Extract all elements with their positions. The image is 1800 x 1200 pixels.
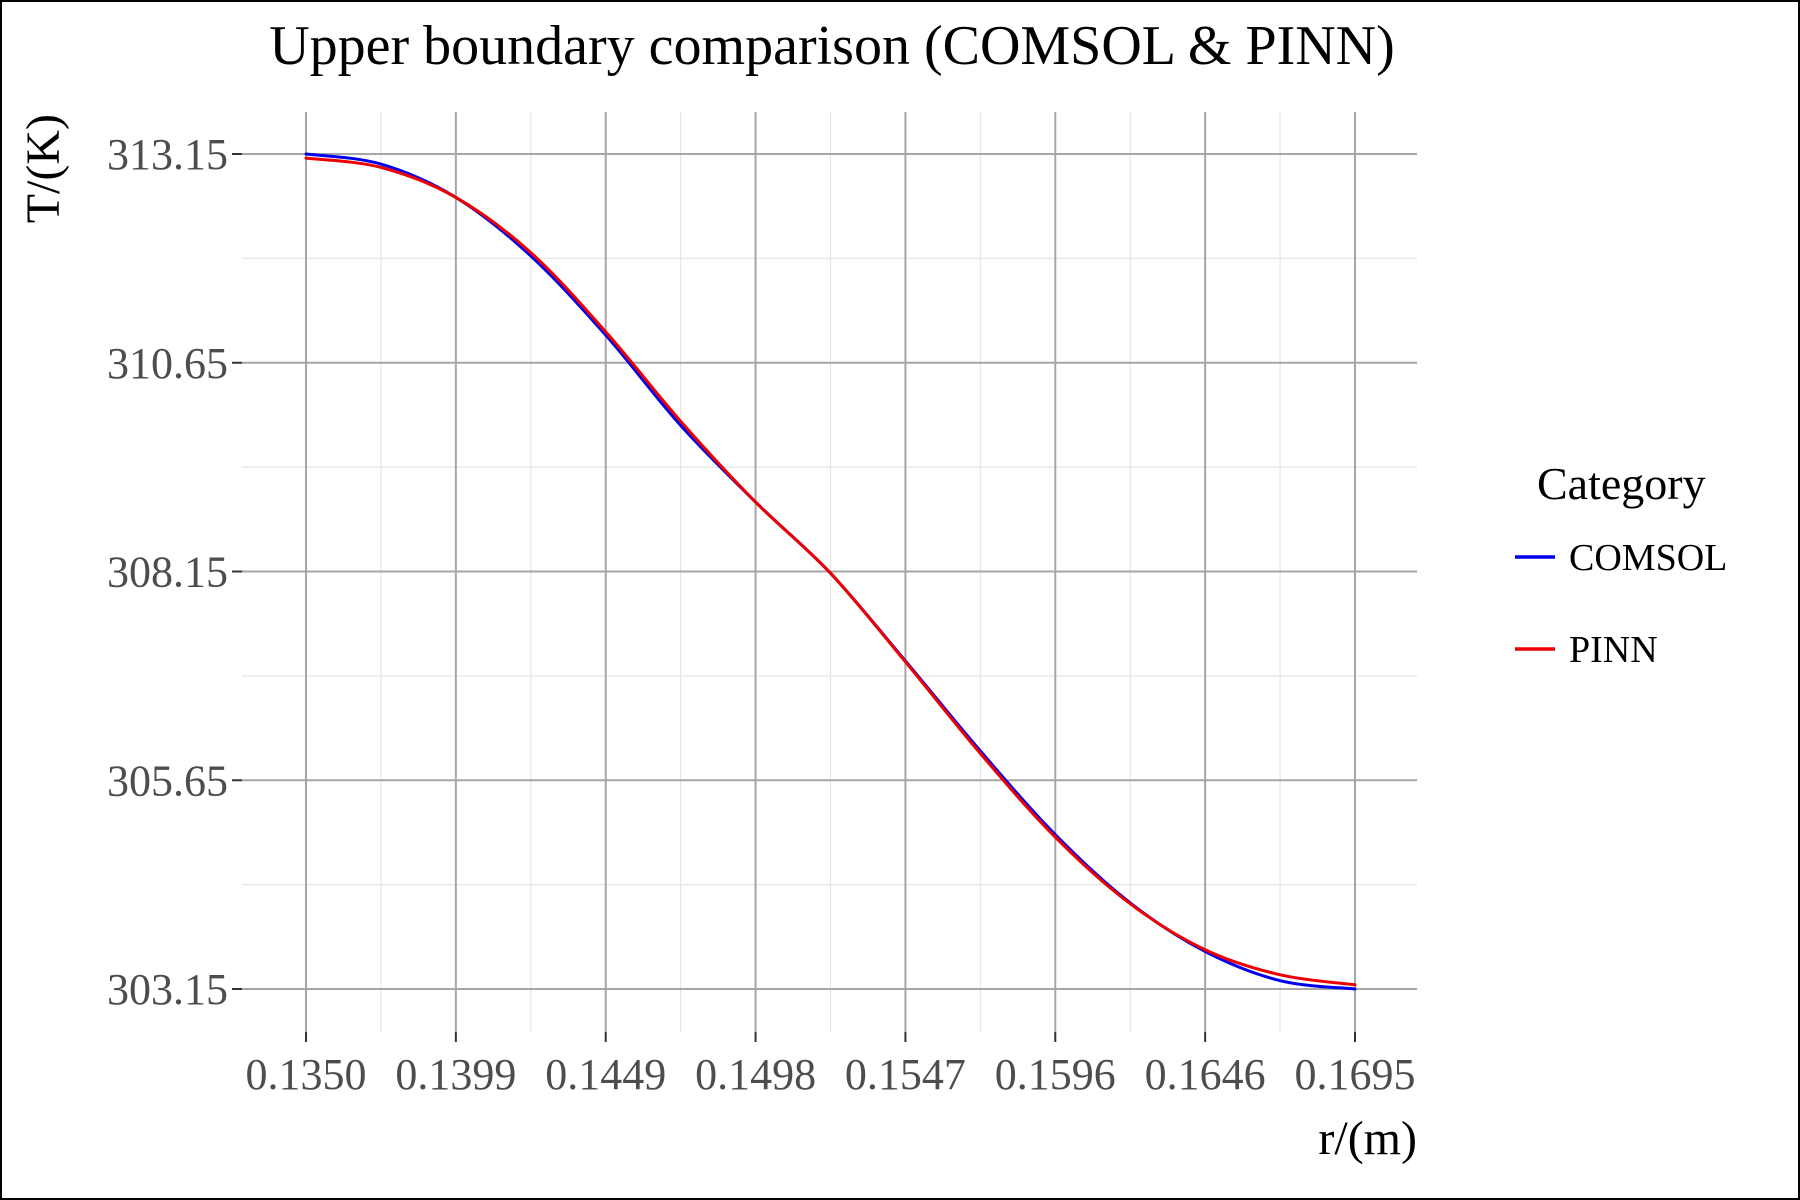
y-tick-label: 313.15 [107,130,228,179]
legend-items: COMSOL PINN [1515,537,1727,671]
y-tick-label: 305.65 [107,756,228,805]
x-tick-label: 0.1695 [1295,1050,1416,1099]
x-axis-title: r/(m) [1318,1112,1417,1165]
x-tick-label: 0.1399 [395,1050,516,1099]
legend-label-comsol: COMSOL [1569,537,1727,579]
y-tick-label: 310.65 [107,339,228,388]
legend: Category COMSOL PINN [1515,458,1727,671]
y-axis-tick-labels: 303.15 305.65 308.15 310.65 313.15 [107,130,228,1014]
chart-title: Upper boundary comparison (COMSOL & PINN… [269,15,1395,77]
y-tick-label: 308.15 [107,548,228,597]
y-tick-label: 303.15 [107,965,228,1014]
x-tick-label: 0.1449 [545,1050,666,1099]
legend-item-comsol: COMSOL [1515,537,1727,579]
grid-major [242,112,1417,1032]
x-tick-label: 0.1350 [246,1050,367,1099]
series-lines [304,152,1357,991]
x-tick-label: 0.1547 [845,1050,966,1099]
series-line-pinn [304,156,1357,987]
x-tick-label: 0.1646 [1145,1050,1266,1099]
x-tick-label: 0.1596 [995,1050,1116,1099]
legend-title: Category [1537,458,1706,509]
x-axis-tick-labels: 0.1350 0.1399 0.1449 0.1498 0.1547 0.1596 0.16… [246,1050,1416,1099]
legend-label-pinn: PINN [1569,629,1658,671]
x-tick-label: 0.1498 [695,1050,816,1099]
legend-item-pinn: PINN [1515,629,1658,671]
y-axis-title: T/(K) [17,114,70,223]
axis-ticks [232,153,1356,1042]
